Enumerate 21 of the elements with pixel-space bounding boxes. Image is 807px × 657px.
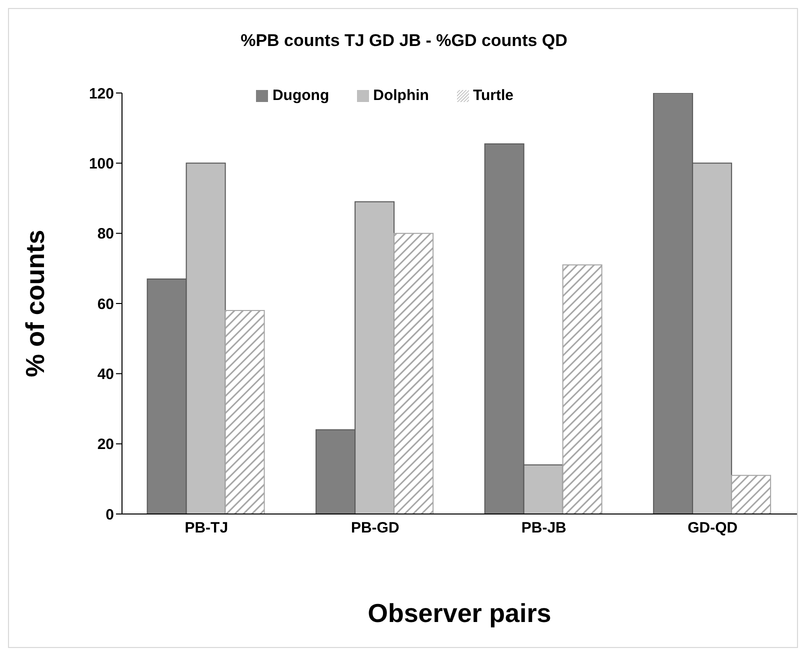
legend-label: Dugong <box>272 87 330 104</box>
x-tick-label: PB-GD <box>350 520 400 537</box>
legend-label: Turtle <box>472 87 514 104</box>
bar <box>562 264 602 514</box>
x-axis-title: Observer pairs <box>368 598 552 628</box>
y-axis-title: % of counts <box>20 230 50 378</box>
x-tick-label: GD-QD <box>688 520 738 537</box>
y-tick-label: 60 <box>97 296 114 313</box>
y-tick-label: 100 <box>88 155 114 172</box>
y-tick-label: 0 <box>106 506 114 524</box>
y-tick-label: 20 <box>97 436 114 454</box>
legend-label: Dolphin <box>373 87 429 104</box>
bar <box>731 474 772 514</box>
y-tick-label: 40 <box>97 366 114 383</box>
x-tick-label: PB-TJ <box>184 520 228 537</box>
y-tick-label: 80 <box>97 226 114 243</box>
bar <box>394 232 434 514</box>
bar <box>224 310 265 514</box>
y-tick-label: 120 <box>88 85 114 102</box>
chart-title: %PB counts TJ GD JB - %GD counts QD <box>240 31 568 51</box>
x-tick-label: PB-JB <box>521 520 567 537</box>
